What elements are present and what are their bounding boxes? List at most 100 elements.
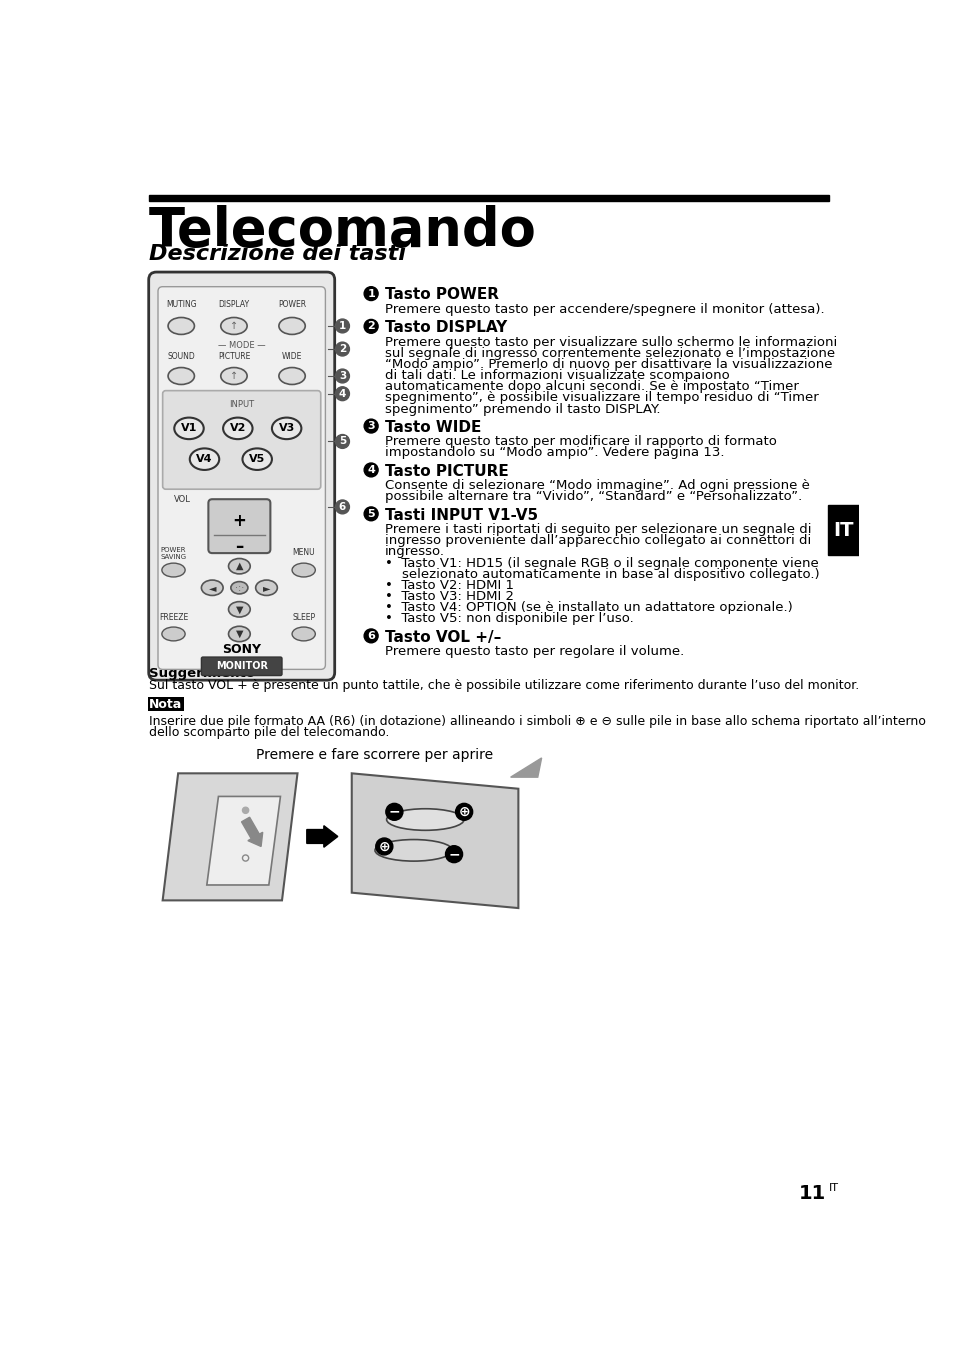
Circle shape xyxy=(364,286,377,301)
FancyBboxPatch shape xyxy=(201,658,282,675)
Text: ▼: ▼ xyxy=(235,605,243,614)
Text: 4: 4 xyxy=(338,389,346,399)
Text: Consente di selezionare “Modo immagine”. Ad ogni pressione è: Consente di selezionare “Modo immagine”.… xyxy=(385,479,809,492)
Text: sul segnale di ingresso correntemente selezionato e l’impostazione: sul segnale di ingresso correntemente se… xyxy=(385,347,834,359)
FancyBboxPatch shape xyxy=(148,697,183,711)
Text: spegnimento” premendo il tasto DISPLAY.: spegnimento” premendo il tasto DISPLAY. xyxy=(385,403,659,415)
Text: Premere questo tasto per visualizzare sullo schermo le informazioni: Premere questo tasto per visualizzare su… xyxy=(385,335,837,348)
Text: ↑: ↑ xyxy=(230,372,237,381)
Text: VOL: VOL xyxy=(173,495,191,503)
Circle shape xyxy=(375,838,393,854)
Text: 11: 11 xyxy=(798,1184,825,1203)
Ellipse shape xyxy=(223,418,253,439)
Text: 5: 5 xyxy=(338,437,346,446)
Text: ingresso.: ingresso. xyxy=(385,545,445,559)
Text: ⊕: ⊕ xyxy=(378,839,390,853)
Text: MENU: MENU xyxy=(292,548,314,557)
Text: −: − xyxy=(388,805,399,819)
Text: ⊕: ⊕ xyxy=(457,805,470,819)
Text: •  Tasto V5: non disponibile per l’uso.: • Tasto V5: non disponibile per l’uso. xyxy=(385,613,633,625)
Polygon shape xyxy=(352,773,517,909)
Text: V5: V5 xyxy=(249,454,265,464)
Text: Nota: Nota xyxy=(149,697,182,711)
Ellipse shape xyxy=(174,418,204,439)
Text: MONITOR: MONITOR xyxy=(215,662,268,671)
Ellipse shape xyxy=(231,582,248,594)
Text: ◄: ◄ xyxy=(209,583,215,593)
Text: SONY: SONY xyxy=(222,643,261,656)
Circle shape xyxy=(364,419,377,433)
Ellipse shape xyxy=(292,563,315,578)
Bar xyxy=(149,195,828,201)
Ellipse shape xyxy=(168,317,194,335)
Text: SAVING: SAVING xyxy=(160,555,187,560)
Text: ▲: ▲ xyxy=(235,561,243,571)
Circle shape xyxy=(335,386,349,400)
Text: Sul tasto VOL + è presente un punto tattile, che è possibile utilizzare come rif: Sul tasto VOL + è presente un punto tatt… xyxy=(149,679,858,693)
Text: Tasto VOL +/–: Tasto VOL +/– xyxy=(385,629,501,644)
Text: +: + xyxy=(233,511,246,530)
Ellipse shape xyxy=(255,580,277,595)
Ellipse shape xyxy=(272,418,301,439)
Text: •  Tasto V1: HD15 (il segnale RGB o il segnale componente viene: • Tasto V1: HD15 (il segnale RGB o il se… xyxy=(385,556,818,570)
Text: SLEEP: SLEEP xyxy=(292,613,314,621)
Text: — MODE —: — MODE — xyxy=(217,340,265,350)
Text: MUTING: MUTING xyxy=(166,300,196,309)
Text: Tasto WIDE: Tasto WIDE xyxy=(385,420,481,435)
Ellipse shape xyxy=(278,317,305,335)
Text: −: − xyxy=(448,848,459,861)
Circle shape xyxy=(364,629,377,643)
Bar xyxy=(827,506,858,556)
Ellipse shape xyxy=(278,367,305,385)
Text: Tasti INPUT V1-V5: Tasti INPUT V1-V5 xyxy=(385,507,537,522)
Circle shape xyxy=(335,319,349,332)
Text: Tasto POWER: Tasto POWER xyxy=(385,287,498,302)
Text: IT: IT xyxy=(832,521,852,540)
Text: POWER: POWER xyxy=(277,300,306,309)
Ellipse shape xyxy=(162,626,185,641)
FancyBboxPatch shape xyxy=(158,286,325,670)
Circle shape xyxy=(242,807,249,814)
Text: FREEZE: FREEZE xyxy=(159,613,188,621)
Text: “Modo ampio”. Premerlo di nuovo per disattivare la visualizzazione: “Modo ampio”. Premerlo di nuovo per disa… xyxy=(385,358,832,372)
Ellipse shape xyxy=(190,449,219,471)
Text: 5: 5 xyxy=(367,508,375,519)
Text: DISPLAY: DISPLAY xyxy=(218,300,250,309)
Text: SOUND: SOUND xyxy=(167,351,195,361)
Text: dello scomparto pile del telecomando.: dello scomparto pile del telecomando. xyxy=(149,725,389,739)
Text: 4: 4 xyxy=(367,465,375,475)
Ellipse shape xyxy=(168,367,194,385)
Circle shape xyxy=(364,320,377,334)
Text: Premere i tasti riportati di seguito per selezionare un segnale di: Premere i tasti riportati di seguito per… xyxy=(385,523,811,536)
Text: WIDE: WIDE xyxy=(281,351,302,361)
Circle shape xyxy=(335,434,349,449)
Text: 6: 6 xyxy=(367,631,375,641)
Text: •  Tasto V4: OPTION (se è installato un adattatore opzionale.): • Tasto V4: OPTION (se è installato un a… xyxy=(385,601,792,614)
FancyBboxPatch shape xyxy=(208,499,270,553)
Ellipse shape xyxy=(220,367,247,385)
Text: V2: V2 xyxy=(230,423,246,434)
Text: •  Tasto V3: HDMI 2: • Tasto V3: HDMI 2 xyxy=(385,590,514,603)
FancyArrow shape xyxy=(307,826,337,848)
Text: Suggerimento: Suggerimento xyxy=(149,667,254,681)
Polygon shape xyxy=(207,796,280,885)
Text: ↑: ↑ xyxy=(230,321,237,331)
Circle shape xyxy=(364,462,377,477)
Text: –: – xyxy=(235,538,243,556)
Text: Tasto PICTURE: Tasto PICTURE xyxy=(385,464,508,479)
FancyArrow shape xyxy=(241,818,262,846)
Ellipse shape xyxy=(201,580,223,595)
Text: INPUT: INPUT xyxy=(229,400,254,410)
Text: selezionato automaticamente in base al dispositivo collegato.): selezionato automaticamente in base al d… xyxy=(385,568,819,580)
Ellipse shape xyxy=(229,626,250,641)
Circle shape xyxy=(364,507,377,521)
Text: Descrizione dei tasti: Descrizione dei tasti xyxy=(149,244,405,263)
Text: Telecomando: Telecomando xyxy=(149,205,536,258)
Polygon shape xyxy=(162,773,297,900)
Text: Tasto DISPLAY: Tasto DISPLAY xyxy=(385,320,507,335)
Ellipse shape xyxy=(292,626,315,641)
Text: automaticamente dopo alcuni secondi. Se è impostato “Timer: automaticamente dopo alcuni secondi. Se … xyxy=(385,380,798,393)
Ellipse shape xyxy=(242,449,272,471)
Text: V4: V4 xyxy=(196,454,213,464)
Ellipse shape xyxy=(386,808,464,830)
